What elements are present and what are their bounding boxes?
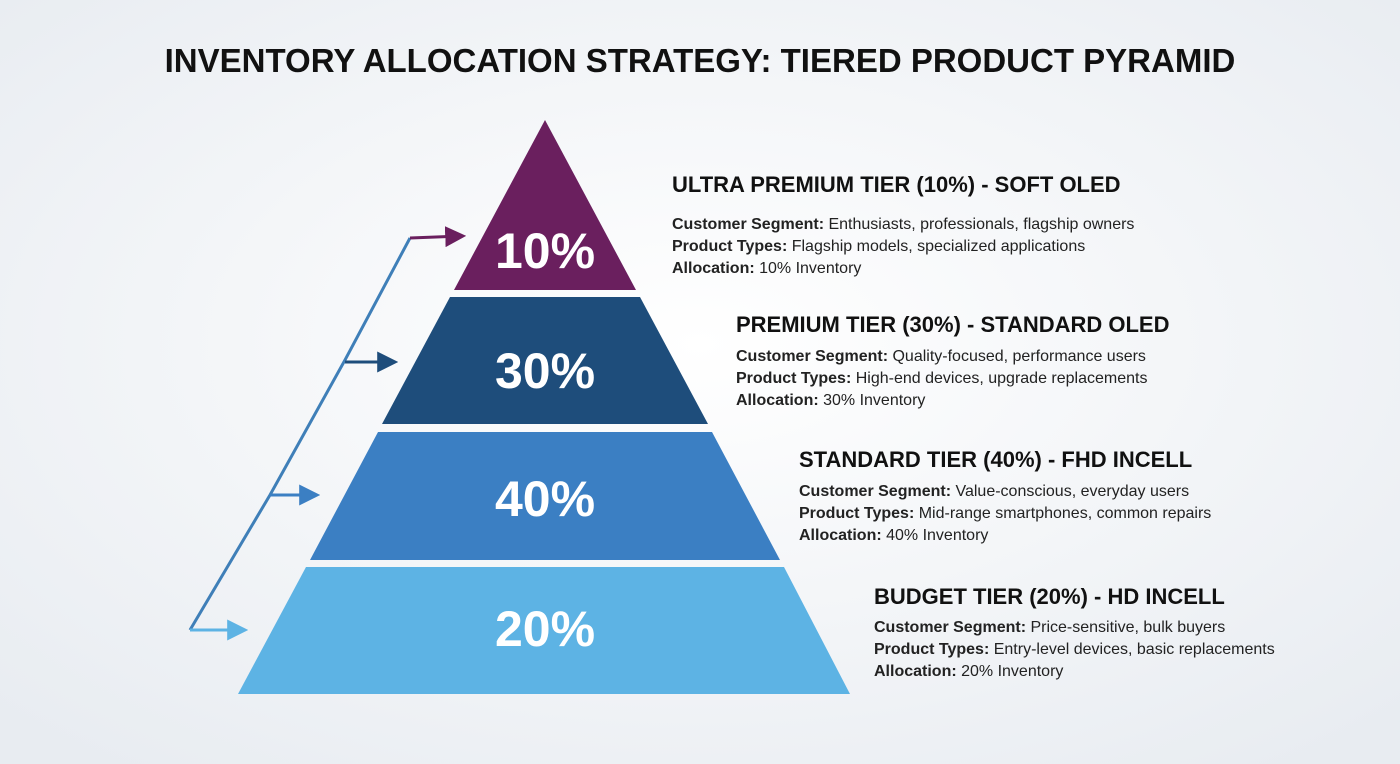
tier-percent: 30% (495, 343, 595, 399)
detail-text: 10% Inventory (755, 260, 862, 277)
detail-label: Customer Segment: (736, 348, 888, 365)
detail-label: Product Types: (874, 641, 989, 658)
detail-text: Price-sensitive, bulk buyers (1026, 619, 1225, 636)
arrows (188, 226, 467, 641)
tier-heading: STANDARD TIER (40%) - FHD INCELL (799, 447, 1192, 472)
detail-text: Mid-range smartphones, common repairs (914, 505, 1211, 522)
tier-detail: Allocation: 20% Inventory (874, 663, 1063, 680)
tier-detail: Allocation: 10% Inventory (672, 260, 861, 277)
detail-text: Enthusiasts, professionals, flagship own… (824, 216, 1134, 233)
detail-label: Product Types: (799, 505, 914, 522)
tier-detail: Customer Segment: Enthusiasts, professio… (672, 216, 1134, 233)
tier-detail: Customer Segment: Value-conscious, every… (799, 483, 1189, 500)
detail-label: Product Types: (672, 238, 787, 255)
arrow-spine (188, 237, 412, 631)
tier-detail: Customer Segment: Quality-focused, perfo… (736, 348, 1146, 365)
tier-detail: Product Types: Mid-range smartphones, co… (799, 505, 1211, 522)
tier-detail: Allocation: 40% Inventory (799, 527, 988, 544)
tiers: 10% ULTRA PREMIUM TIER (10%) - SOFT OLED C… (495, 172, 1275, 680)
detail-text: Flagship models, specialized application… (787, 238, 1085, 255)
tier-percent: 40% (495, 471, 595, 527)
detail-label: Allocation: (799, 527, 882, 544)
detail-text: 20% Inventory (957, 663, 1064, 680)
detail-label: Customer Segment: (672, 216, 824, 233)
tier-detail: Customer Segment: Price-sensitive, bulk … (874, 619, 1225, 636)
detail-text: High-end devices, upgrade replacements (851, 370, 1147, 387)
detail-label: Customer Segment: (799, 483, 951, 500)
detail-label: Allocation: (874, 663, 957, 680)
detail-text: 30% Inventory (819, 392, 926, 409)
detail-label: Allocation: (736, 392, 819, 409)
title: INVENTORY ALLOCATION STRATEGY: TIERED PR… (165, 42, 1236, 79)
tier-heading: PREMIUM TIER (30%) - STANDARD OLED (736, 312, 1170, 337)
detail-label: Allocation: (672, 260, 755, 277)
tier-detail: Product Types: High-end devices, upgrade… (736, 370, 1147, 387)
detail-text: Entry-level devices, basic replacements (989, 641, 1274, 658)
detail-label: Customer Segment: (874, 619, 1026, 636)
detail-text: Value-conscious, everyday users (951, 483, 1189, 500)
arrow (409, 226, 467, 248)
tier-heading: BUDGET TIER (20%) - HD INCELL (874, 584, 1225, 609)
tier-percent: 20% (495, 601, 595, 657)
tier-detail: Allocation: 30% Inventory (736, 392, 925, 409)
detail-text: 40% Inventory (882, 527, 989, 544)
detail-text: Quality-focused, performance users (888, 348, 1146, 365)
tier-heading: ULTRA PREMIUM TIER (10%) - SOFT OLED (672, 172, 1121, 197)
tier-shape (310, 432, 780, 560)
tier-percent: 10% (495, 223, 595, 279)
tier-shape (382, 297, 708, 424)
detail-label: Product Types: (736, 370, 851, 387)
tier-shape (454, 120, 636, 290)
tier-detail: Product Types: Entry-level devices, basi… (874, 641, 1275, 658)
tier-shape (238, 567, 850, 694)
tier-detail: Product Types: Flagship models, speciali… (672, 238, 1085, 255)
